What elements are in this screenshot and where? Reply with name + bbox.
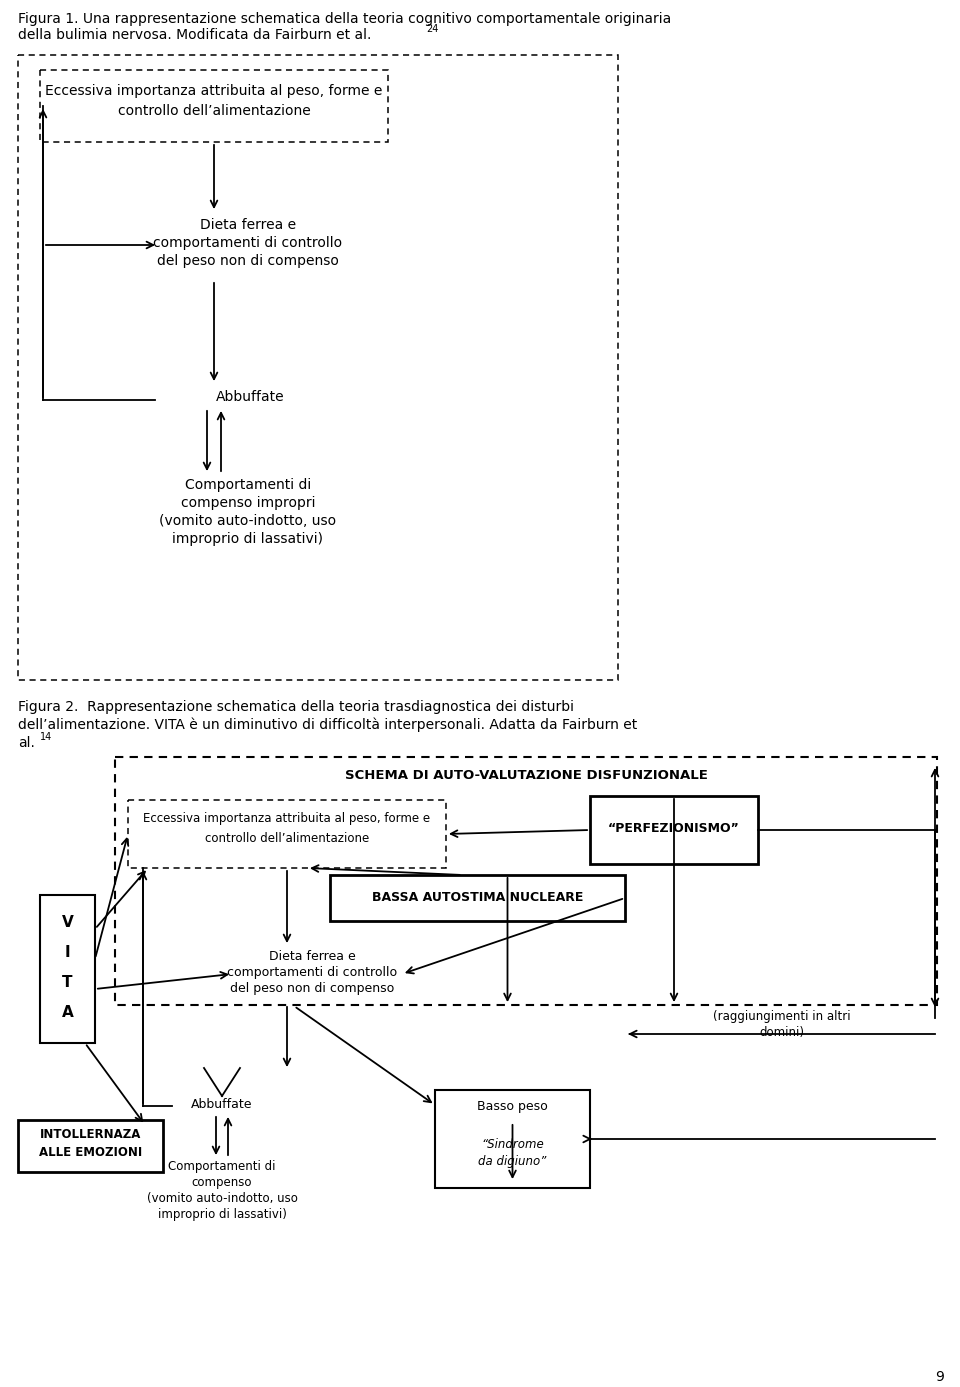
Text: I: I <box>64 945 70 960</box>
Text: 9: 9 <box>936 1370 945 1384</box>
Text: controllo dell’alimentazione: controllo dell’alimentazione <box>204 832 370 845</box>
Text: V: V <box>61 915 73 931</box>
Text: dell’alimentazione. VITA è un diminutivo di difficoltà interpersonali. Adatta da: dell’alimentazione. VITA è un diminutivo… <box>18 718 637 732</box>
Bar <box>330 875 625 921</box>
Text: Eccessiva importanza attribuita al peso, forme e: Eccessiva importanza attribuita al peso,… <box>45 85 383 98</box>
Text: Figura 2.  Rappresentazione schematica della teoria trasdiagnostica dei disturbi: Figura 2. Rappresentazione schematica de… <box>18 700 574 714</box>
Text: (vomito auto-indotto, uso: (vomito auto-indotto, uso <box>159 515 337 528</box>
Text: controllo dell’alimentazione: controllo dell’alimentazione <box>118 104 310 118</box>
Text: Abbuffate: Abbuffate <box>191 1099 252 1111</box>
Text: “PERFEZIONISMO”: “PERFEZIONISMO” <box>608 822 740 835</box>
Text: Basso peso: Basso peso <box>477 1100 548 1112</box>
Text: della bulimia nervosa. Modificata da Fairburn et al.: della bulimia nervosa. Modificata da Fai… <box>18 28 372 42</box>
Text: ALLE EMOZIONI: ALLE EMOZIONI <box>38 1146 142 1160</box>
Text: A: A <box>61 1006 73 1019</box>
Bar <box>18 55 618 680</box>
Text: compenso: compenso <box>192 1176 252 1189</box>
Text: Comportamenti di: Comportamenti di <box>185 479 311 492</box>
Text: comportamenti di controllo: comportamenti di controllo <box>154 236 343 250</box>
Text: Abbuffate: Abbuffate <box>216 390 284 404</box>
Bar <box>40 69 388 141</box>
Text: (raggiungimenti in altri: (raggiungimenti in altri <box>713 1010 851 1024</box>
Text: BASSA AUTOSTIMA NUCLEARE: BASSA AUTOSTIMA NUCLEARE <box>372 890 583 904</box>
Bar <box>40 895 95 1043</box>
Bar <box>115 757 937 1006</box>
Text: improprio di lassativi): improprio di lassativi) <box>173 533 324 546</box>
Text: (vomito auto-indotto, uso: (vomito auto-indotto, uso <box>147 1191 298 1205</box>
Text: Figura 1. Una rappresentazione schematica della teoria cognitivo comportamentale: Figura 1. Una rappresentazione schematic… <box>18 12 671 26</box>
Text: comportamenti di controllo: comportamenti di controllo <box>227 965 397 979</box>
Text: del peso non di compenso: del peso non di compenso <box>157 254 339 268</box>
Text: da digiuno”: da digiuno” <box>478 1155 546 1168</box>
Text: improprio di lassativi): improprio di lassativi) <box>157 1208 286 1221</box>
Text: SCHEMA DI AUTO-VALUTAZIONE DISFUNZIONALE: SCHEMA DI AUTO-VALUTAZIONE DISFUNZIONALE <box>345 768 708 782</box>
Text: T: T <box>62 975 73 990</box>
Text: domini): domini) <box>759 1026 804 1039</box>
Text: Dieta ferrea e: Dieta ferrea e <box>269 950 355 963</box>
Text: Eccessiva importanza attribuita al peso, forme e: Eccessiva importanza attribuita al peso,… <box>143 811 431 825</box>
Text: del peso non di compenso: del peso non di compenso <box>229 982 395 994</box>
Bar <box>435 1090 590 1189</box>
Text: al.: al. <box>18 736 35 750</box>
Bar <box>18 1119 163 1172</box>
Text: Dieta ferrea e: Dieta ferrea e <box>200 218 296 232</box>
Bar <box>128 800 446 868</box>
Text: INTOLLERNAZA: INTOLLERNAZA <box>39 1128 141 1142</box>
Text: 24: 24 <box>426 24 439 35</box>
Bar <box>590 796 758 864</box>
Text: Comportamenti di: Comportamenti di <box>168 1160 276 1173</box>
Text: “Sindrome: “Sindrome <box>481 1137 544 1151</box>
Text: 14: 14 <box>40 732 52 742</box>
Text: compenso impropri: compenso impropri <box>180 497 315 510</box>
